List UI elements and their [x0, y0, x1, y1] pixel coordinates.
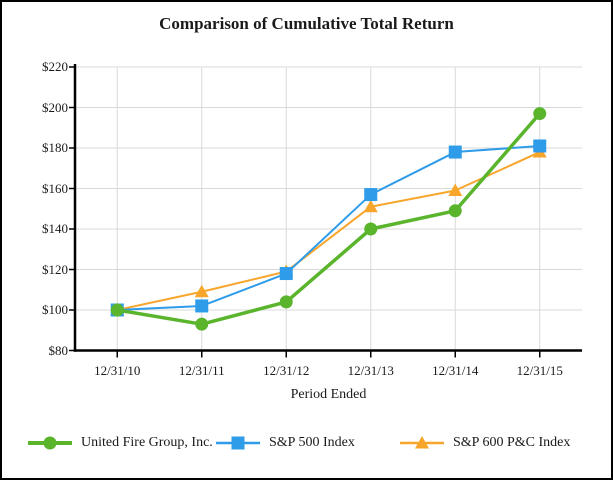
data-point-square — [533, 139, 547, 153]
x-tick-label: 12/31/11 — [178, 363, 225, 378]
data-point-circle — [364, 222, 378, 236]
data-point-square — [195, 299, 209, 313]
x-tick-label: 12/31/12 — [263, 363, 310, 378]
legend: United Fire Group, Inc. S&P 500 Index S&… — [2, 433, 611, 455]
y-tick-label: $140 — [42, 221, 68, 236]
data-point-square — [448, 145, 462, 159]
y-tick-label: $80 — [48, 342, 69, 358]
legend-item-sp600-pc-index: S&P 600 P&C Index — [400, 433, 570, 453]
legend-marker-square-icon — [216, 434, 260, 452]
y-tick-label: $120 — [42, 261, 68, 277]
legend-label: S&P 600 P&C Index — [453, 435, 571, 450]
legend-label: United Fire Group, Inc. — [81, 435, 213, 450]
data-point-circle — [195, 317, 209, 331]
y-tick-label: $160 — [42, 180, 68, 196]
x-tick-label: 12/31/10 — [94, 363, 141, 378]
legend-marker-triangle-icon — [400, 434, 444, 452]
x-tick-label: 12/31/15 — [516, 363, 563, 378]
chart-title: Comparison of Cumulative Total Return — [159, 14, 454, 33]
data-point-triangle — [415, 436, 429, 449]
data-point-circle — [110, 303, 124, 317]
data-point-square — [364, 188, 378, 202]
data-point-circle — [43, 436, 57, 450]
data-point-circle — [533, 107, 547, 121]
data-point-triangle — [448, 183, 463, 197]
data-point-triangle — [194, 284, 209, 298]
series-line — [117, 144, 540, 311]
legend-item-united-fire-group: United Fire Group, Inc. — [28, 433, 213, 453]
plot-area — [69, 64, 582, 358]
x-tick-label: 12/31/14 — [432, 363, 479, 378]
legend-marker-circle-icon — [28, 434, 72, 452]
y-tick-label: $100 — [42, 302, 68, 317]
data-point-triangle — [363, 199, 378, 213]
series-line — [117, 151, 541, 311]
legend-label: S&P 500 Index — [269, 435, 355, 450]
x-axis-title: Period Ended — [290, 387, 367, 402]
x-tick-label: 12/31/13 — [347, 363, 394, 378]
y-tick-label: $220 — [42, 59, 68, 74]
data-point-square — [279, 267, 293, 281]
data-point-circle — [279, 295, 293, 309]
y-tick-label: $200 — [42, 99, 68, 115]
legend-item-sp500-index: S&P 500 Index — [216, 433, 355, 453]
data-point-circle — [448, 204, 462, 218]
y-tick-label: $180 — [42, 140, 68, 155]
series-line — [116, 112, 542, 326]
data-point-square — [231, 436, 245, 450]
